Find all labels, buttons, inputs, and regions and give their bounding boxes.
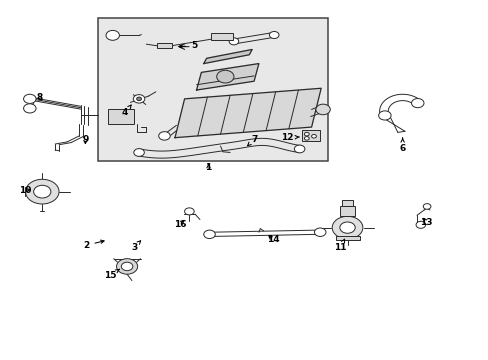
Bar [302, 130, 320, 141]
Circle shape [229, 38, 238, 45]
Text: 1: 1 [205, 163, 211, 172]
Circle shape [184, 208, 194, 215]
Text: 4: 4 [121, 105, 131, 117]
Circle shape [133, 95, 144, 103]
Circle shape [315, 104, 329, 115]
Circle shape [294, 145, 304, 153]
Text: 8: 8 [36, 93, 42, 102]
Circle shape [304, 132, 308, 136]
Circle shape [411, 99, 423, 108]
Circle shape [34, 185, 51, 198]
Text: 7: 7 [247, 135, 257, 146]
Bar [157, 43, 171, 48]
Circle shape [415, 221, 425, 228]
Text: 2: 2 [83, 240, 104, 250]
Circle shape [136, 97, 141, 100]
Circle shape [159, 132, 170, 140]
Circle shape [23, 104, 36, 113]
Circle shape [106, 30, 119, 40]
Bar [108, 109, 134, 123]
Circle shape [423, 204, 430, 209]
Circle shape [25, 179, 59, 204]
Polygon shape [196, 64, 258, 90]
Circle shape [134, 149, 144, 156]
Bar [98, 18, 328, 161]
Circle shape [216, 70, 233, 83]
Bar [210, 33, 232, 40]
Text: 11: 11 [333, 239, 346, 252]
Text: 9: 9 [82, 135, 88, 144]
Text: 14: 14 [266, 235, 279, 244]
Circle shape [378, 111, 390, 120]
Text: 16: 16 [173, 220, 185, 229]
Circle shape [269, 31, 279, 39]
Bar [342, 200, 352, 207]
Polygon shape [203, 49, 252, 64]
Bar [340, 207, 354, 216]
Circle shape [23, 94, 36, 103]
Circle shape [314, 228, 325, 237]
Bar [335, 237, 359, 240]
Circle shape [116, 259, 137, 274]
Circle shape [331, 216, 362, 239]
Circle shape [121, 262, 133, 271]
Text: 13: 13 [420, 218, 432, 227]
Text: 15: 15 [104, 269, 119, 280]
Circle shape [304, 136, 308, 140]
Text: 6: 6 [399, 138, 405, 153]
Text: 10: 10 [19, 186, 31, 195]
Text: 5: 5 [179, 41, 197, 50]
Text: 3: 3 [131, 241, 141, 252]
Polygon shape [175, 88, 321, 138]
Circle shape [311, 135, 316, 138]
Circle shape [339, 222, 354, 233]
Circle shape [203, 230, 215, 239]
Text: 12: 12 [281, 133, 299, 142]
